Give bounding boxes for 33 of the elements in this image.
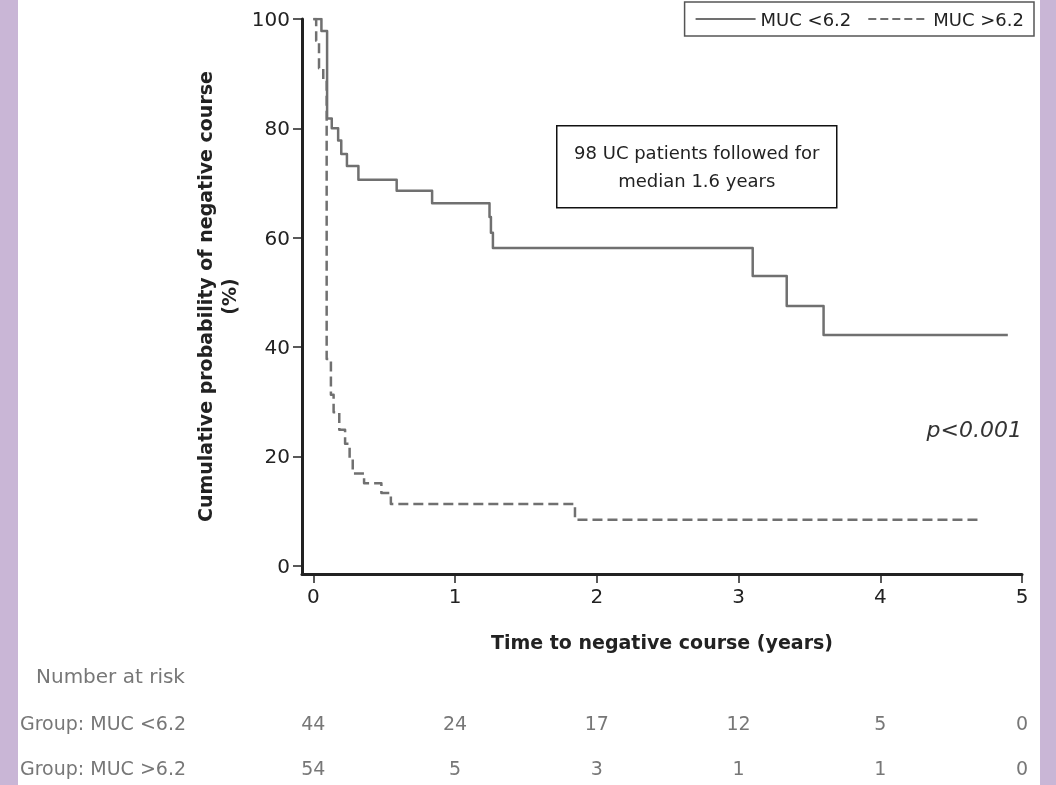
y-tick-label: 0 [277,553,290,578]
legend-label: MUC >6.2 [933,8,1024,30]
x-tick-label: 1 [448,584,462,608]
text: 5 [449,756,462,779]
text: Number at risk [36,664,186,688]
annotation: p<0.001 [925,416,1023,442]
y-tick-label: 100 [251,7,290,31]
text: 0 [1015,711,1029,734]
y-tick-label: 60 [264,225,290,250]
y-tick-label: 80 [264,116,290,141]
x-tick-label: 4 [873,584,887,608]
legend-label: MUC <6.2 [760,8,852,30]
text: 12 [726,711,751,734]
y-tick-label: 20 [264,444,290,469]
text: 5 [874,711,887,734]
text: Group: MUC >6.2 [20,756,187,779]
text: 3 [590,756,603,779]
x-tick-label: 2 [590,584,604,608]
y-axis-title: Cumulative probability of negative course (%) [193,71,240,522]
x-tick-label: 0 [306,584,320,608]
text: 44 [301,711,326,734]
text: 0 [1015,756,1029,779]
text: Group: MUC <6.2 [20,711,187,734]
x-tick-label: 3 [732,584,745,608]
y-tick-label: 40 [264,335,290,360]
x-axis-title: Time to negative course (years) [491,630,833,653]
x-tick-label: 5 [1015,584,1029,608]
text: 17 [584,711,609,734]
text: 24 [442,711,468,734]
text: 1 [874,756,887,779]
annotation: 98 UC patients followed for median 1.6 years [574,142,820,192]
text: 1 [732,756,745,779]
text: 54 [301,756,326,779]
